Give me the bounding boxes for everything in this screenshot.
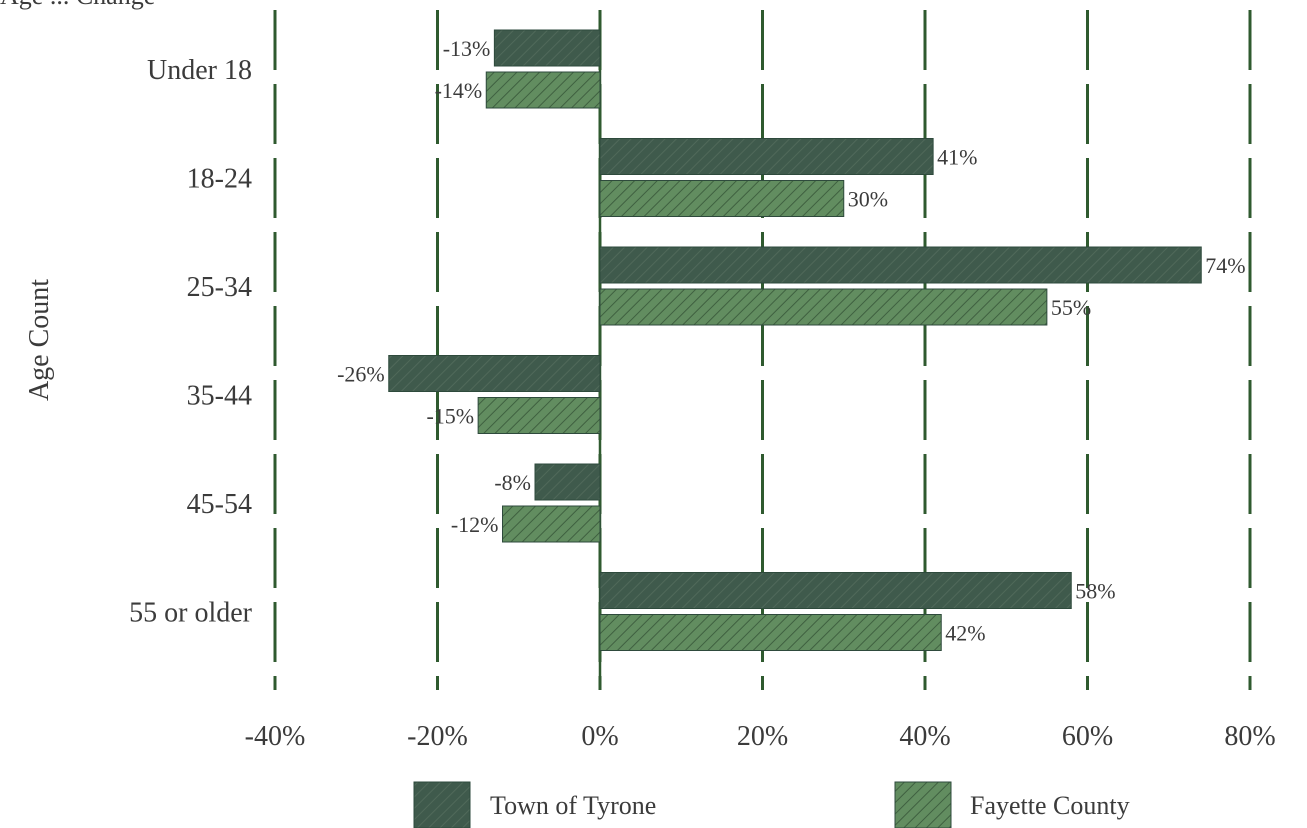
bar-tyrone-4 [534, 463, 601, 501]
data-label-fayette-1: 30% [848, 187, 888, 212]
bar-tyrone-3 [388, 355, 601, 392]
category-label-3: 35-44 [187, 381, 252, 412]
bar-fayette-3 [477, 397, 601, 434]
data-label-tyrone-0: -13% [443, 36, 491, 61]
x-tick-label-5: 60% [1062, 721, 1113, 752]
data-label-tyrone-3: -26% [337, 362, 385, 387]
legend-swatch-0 [413, 781, 471, 828]
category-label-5: 55 or older [129, 598, 253, 629]
data-label-tyrone-4: -8% [494, 470, 531, 495]
x-tick-label-3: 20% [737, 721, 788, 752]
x-tick-label-4: 40% [899, 721, 950, 752]
category-label-4: 45-54 [187, 489, 252, 520]
data-label-fayette-4: -12% [451, 512, 499, 537]
x-tick-label-1: -20% [407, 721, 468, 752]
bar-fayette-5 [599, 614, 942, 651]
bar-fayette-0 [485, 71, 601, 109]
data-label-tyrone-2: 74% [1205, 253, 1245, 278]
data-labels: -13% -14% 41% 30% 74% 55% -26% -15% -8% -12% 58% 42… [337, 36, 1245, 646]
chart-partial-title: Age ... Change [0, 0, 155, 10]
x-tick-label-2: 0% [581, 721, 618, 752]
bar-tyrone-2 [599, 246, 1202, 284]
bar-fayette-4 [502, 505, 601, 543]
legend-label-0: Town of Tyrone [490, 791, 656, 820]
category-labels: Under 18 18-24 25-34 35-44 45-54 55 or older [129, 55, 253, 629]
y-axis-title: Age Count [24, 279, 55, 401]
data-label-tyrone-1: 41% [937, 145, 977, 170]
x-axis-ticks: -40% -20% 0% 20% 40% 60% 80% [245, 721, 1276, 752]
bar-fayette-2 [599, 288, 1048, 326]
data-label-fayette-0: -14% [435, 78, 483, 103]
category-label-1: 18-24 [187, 164, 252, 195]
category-label-2: 25-34 [187, 272, 252, 303]
data-label-tyrone-5: 58% [1075, 579, 1115, 604]
data-label-fayette-2: 55% [1051, 295, 1091, 320]
gridlines [273, 10, 1252, 690]
data-label-fayette-3: -15% [426, 404, 474, 429]
bar-tyrone-0 [493, 29, 601, 67]
bar-tyrone-1 [599, 138, 934, 175]
legend: Town of Tyrone Fayette County [413, 781, 1130, 828]
category-label-0: Under 18 [147, 55, 252, 86]
bars [388, 29, 1202, 651]
x-tick-label-6: 80% [1224, 721, 1275, 752]
legend-swatch-1 [894, 781, 952, 828]
bar-tyrone-5 [599, 572, 1072, 609]
x-tick-label-0: -40% [245, 721, 306, 752]
bar-fayette-1 [599, 180, 845, 217]
data-label-fayette-5: 42% [945, 621, 985, 646]
legend-label-1: Fayette County [970, 791, 1130, 820]
